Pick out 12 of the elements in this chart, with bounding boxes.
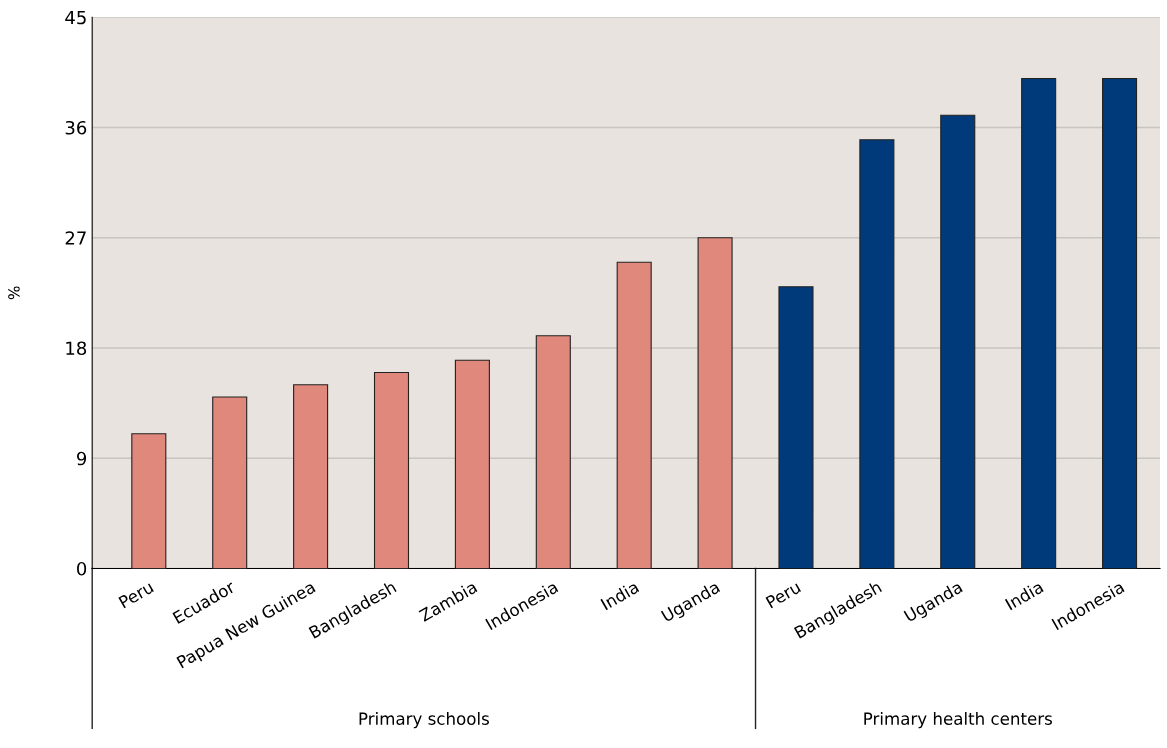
y-tick-label: 9 — [76, 451, 87, 466]
x-tick-label: India — [600, 580, 640, 611]
y-tick-label: 18 — [66, 341, 87, 356]
x-tick-label: India — [1004, 580, 1044, 611]
y-tick-label: 27 — [65, 231, 86, 245]
y-axis-title: % — [8, 286, 20, 300]
y-tick-label: 45 — [65, 10, 86, 25]
text: Primary health centers — [864, 712, 1052, 729]
y-tick-label: 36 — [65, 120, 87, 135]
text: Primary schools — [359, 712, 489, 729]
x-tick-label: Peru — [118, 580, 154, 609]
y-tick-label: 0 — [77, 561, 87, 576]
